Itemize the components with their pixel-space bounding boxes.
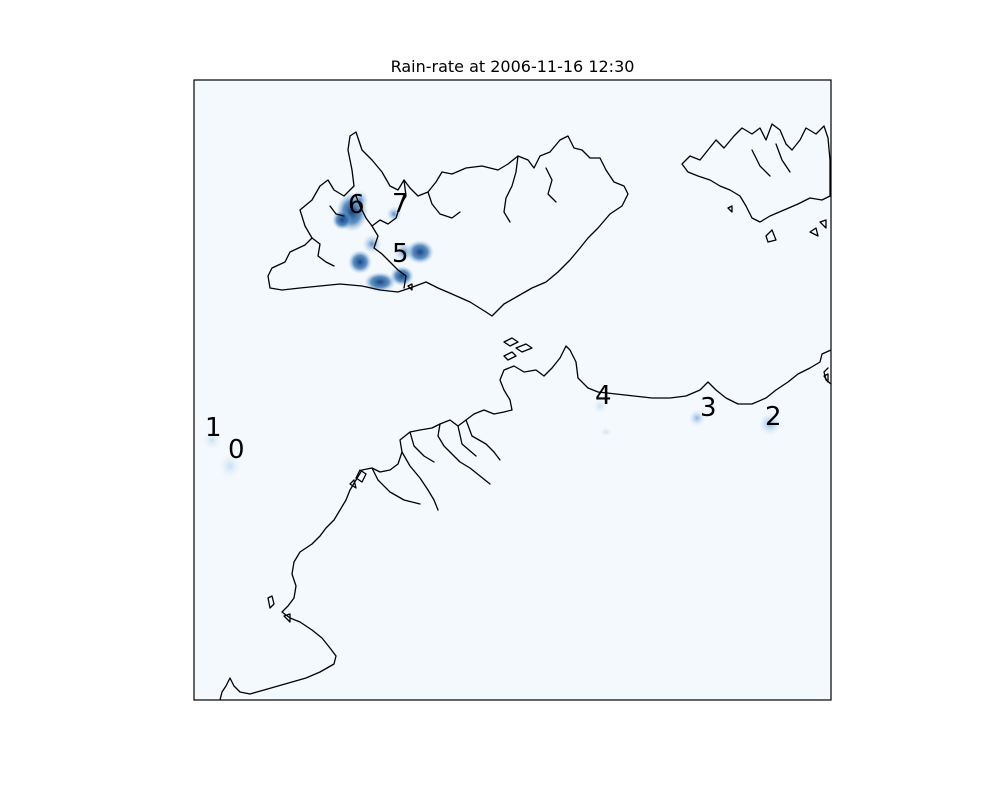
storm-cell-label-7: 7 [392,189,409,219]
storm-cell-labels: 0 1 2 3 4 5 6 7 [205,189,782,465]
storm-cell-label-6: 6 [348,190,365,220]
coastline-northeast-landmass [681,123,831,223]
storm-cell-label-4: 4 [595,381,612,411]
storm-cell-label-0: 0 [228,435,245,465]
storm-cell-label-3: 3 [700,393,717,423]
coastline-north-landmass [267,131,629,317]
storm-cell-label-1: 1 [205,413,222,443]
map-title: Rain-rate at 2006-11-16 12:30 [390,57,635,76]
coastline-central [219,345,831,700]
coastlines [219,123,831,700]
storm-cell-label-5: 5 [392,239,409,269]
map-background [194,80,831,700]
map-frame [193,79,832,701]
storm-cell-label-2: 2 [765,402,782,432]
